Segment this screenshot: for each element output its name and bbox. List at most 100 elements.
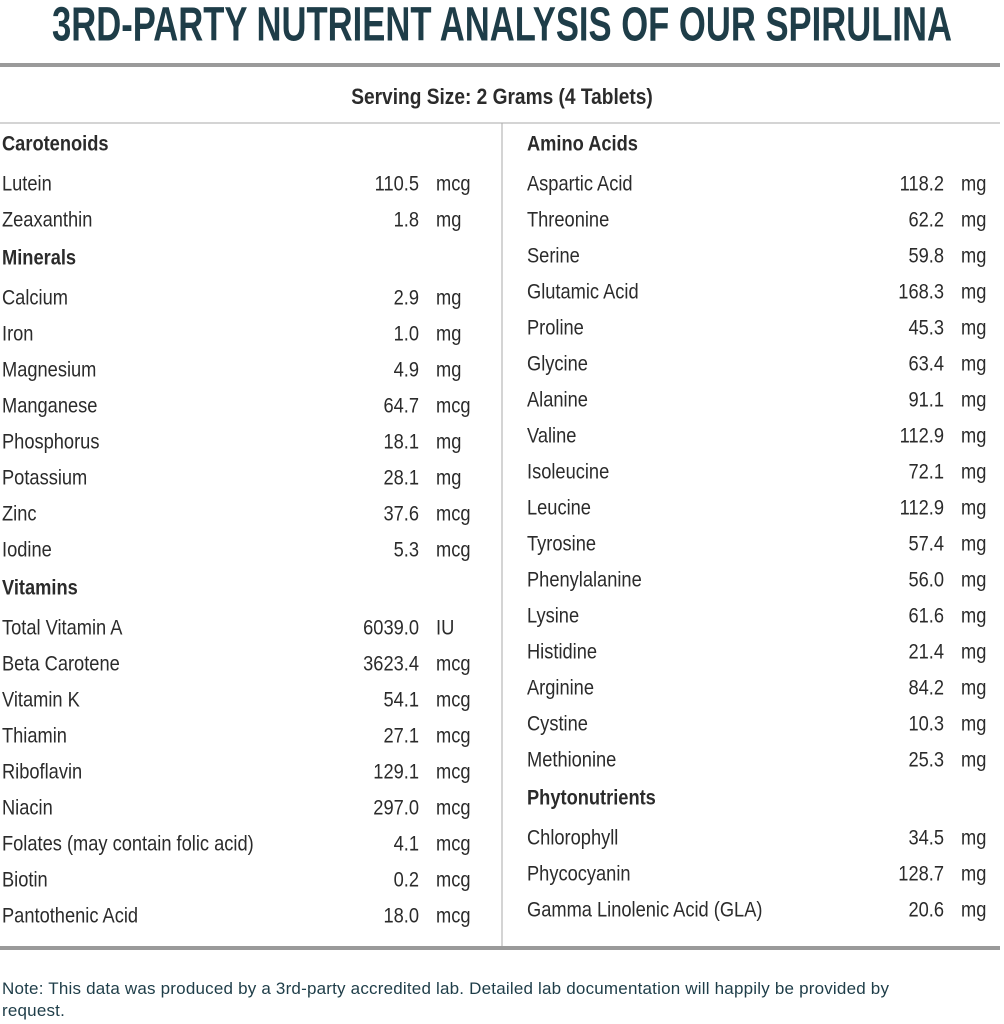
nutrient-amount: 54.1	[383, 688, 419, 711]
nutrient-amount: 62.2	[908, 208, 944, 231]
nutrient-unit: mg	[436, 358, 461, 381]
nutrient-name: Potassium	[2, 466, 87, 489]
nutrient-unit: mg	[961, 862, 986, 885]
nutrient-unit: mcg	[436, 172, 471, 195]
nutrient-name: Calcium	[2, 286, 68, 309]
nutrient-name: Arginine	[527, 676, 594, 699]
nutrient-amount: 0.2	[394, 868, 419, 891]
nutrient-name: Phosphorus	[2, 430, 100, 453]
nutrient-amount: 18.1	[383, 430, 419, 453]
nutrient-unit: mcg	[436, 688, 471, 711]
nutrient-name: Proline	[527, 316, 584, 339]
nutrient-name: Leucine	[527, 496, 591, 519]
nutrient-amount: 45.3	[908, 316, 944, 339]
nutrient-name: Chlorophyll	[527, 826, 618, 849]
nutrient-name: Tyrosine	[527, 532, 596, 555]
nutrient-amount: 6039.0	[363, 616, 419, 639]
nutrient-unit: mg	[961, 208, 986, 231]
top-rule	[0, 63, 1000, 67]
nutrient-name: Alanine	[527, 388, 588, 411]
nutrient-unit: mg	[961, 388, 986, 411]
nutrient-amount: 21.4	[908, 640, 944, 663]
nutrient-amount: 2.9	[394, 286, 419, 309]
nutrient-amount: 28.1	[383, 466, 419, 489]
nutrient-amount: 1.0	[394, 322, 419, 345]
nutrient-unit: mg	[961, 172, 986, 195]
nutrient-name: Zeaxanthin	[2, 208, 92, 231]
nutrient-name: Phenylalanine	[527, 568, 642, 591]
nutrient-unit: mg	[961, 280, 986, 303]
nutrient-name: Magnesium	[2, 358, 96, 381]
section-heading: Amino Acids	[527, 132, 638, 155]
nutrient-name: Cystine	[527, 712, 588, 735]
title: 3RD-PARTY NUTRIENT ANALYSIS OF OUR SPIRU…	[52, 0, 952, 52]
nutrient-name: Beta Carotene	[2, 652, 120, 675]
nutrient-amount: 25.3	[908, 748, 944, 771]
nutrient-name: Methionine	[527, 748, 616, 771]
nutrient-unit: mg	[961, 424, 986, 447]
nutrient-name: Isoleucine	[527, 460, 609, 483]
nutrient-amount: 10.3	[908, 712, 944, 735]
nutrient-unit: mcg	[436, 652, 471, 675]
nutrient-unit: mcg	[436, 724, 471, 747]
nutrient-amount: 112.9	[900, 424, 944, 447]
nutrient-name: Niacin	[2, 796, 53, 819]
nutrient-amount: 91.1	[908, 388, 944, 411]
section-heading: Carotenoids	[2, 132, 109, 155]
nutrient-amount: 84.2	[908, 676, 944, 699]
nutrient-unit: mg	[961, 244, 986, 267]
nutrient-amount: 4.9	[394, 358, 419, 381]
nutrient-name: Manganese	[2, 394, 97, 417]
nutrient-unit: mcg	[436, 796, 471, 819]
nutrient-name: Serine	[527, 244, 580, 267]
nutrient-amount: 112.9	[900, 496, 944, 519]
nutrient-unit: mcg	[436, 502, 471, 525]
nutrient-name: Histidine	[527, 640, 597, 663]
nutrient-unit: mg	[436, 286, 461, 309]
nutrient-name: Folates (may contain folic acid)	[2, 832, 254, 855]
nutrient-name: Valine	[527, 424, 576, 447]
nutrient-amount: 1.8	[394, 208, 419, 231]
nutrient-unit: mg	[961, 640, 986, 663]
nutrient-amount: 129.1	[373, 760, 419, 783]
nutrient-name: Aspartic Acid	[527, 172, 633, 195]
nutrient-amount: 72.1	[908, 460, 944, 483]
nutrient-unit: mg	[961, 496, 986, 519]
nutrient-unit: mg	[961, 460, 986, 483]
nutrient-unit: mg	[961, 352, 986, 375]
nutrient-amount: 64.7	[383, 394, 419, 417]
nutrient-amount: 297.0	[373, 796, 419, 819]
nutrient-name: Phycocyanin	[527, 862, 631, 885]
bottom-rule	[0, 946, 1000, 950]
nutrient-unit: mg	[961, 568, 986, 591]
section-heading: Vitamins	[2, 576, 78, 599]
nutrient-amount: 20.6	[908, 898, 944, 921]
nutrient-name: Threonine	[527, 208, 609, 231]
nutrient-amount: 5.3	[394, 538, 419, 561]
nutrient-amount: 57.4	[908, 532, 944, 555]
nutrient-unit: mcg	[436, 394, 471, 417]
nutrient-unit: mg	[961, 826, 986, 849]
nutrient-name: Thiamin	[2, 724, 67, 747]
nutrient-unit: IU	[436, 616, 454, 639]
nutrient-unit: mg	[961, 604, 986, 627]
nutrient-name: Pantothenic Acid	[2, 904, 138, 927]
nutrient-unit: mg	[961, 676, 986, 699]
nutrient-unit: mg	[961, 316, 986, 339]
nutrient-name: Glycine	[527, 352, 588, 375]
nutrient-name: Gamma Linolenic Acid (GLA)	[527, 898, 762, 921]
nutrient-unit: mcg	[436, 868, 471, 891]
nutrient-name: Glutamic Acid	[527, 280, 639, 303]
serving-size: Serving Size: 2 Grams (4 Tablets)	[351, 85, 653, 110]
nutrient-unit: mg	[436, 322, 461, 345]
nutrient-unit: mcg	[436, 832, 471, 855]
nutrient-name: Total Vitamin A	[2, 616, 123, 639]
nutrient-unit: mg	[961, 748, 986, 771]
nutrient-amount: 3623.4	[363, 652, 419, 675]
nutrient-name: Zinc	[2, 502, 37, 525]
nutrient-amount: 34.5	[908, 826, 944, 849]
nutrient-amount: 27.1	[383, 724, 419, 747]
nutrient-unit: mg	[436, 208, 461, 231]
nutrient-amount: 118.2	[900, 172, 944, 195]
